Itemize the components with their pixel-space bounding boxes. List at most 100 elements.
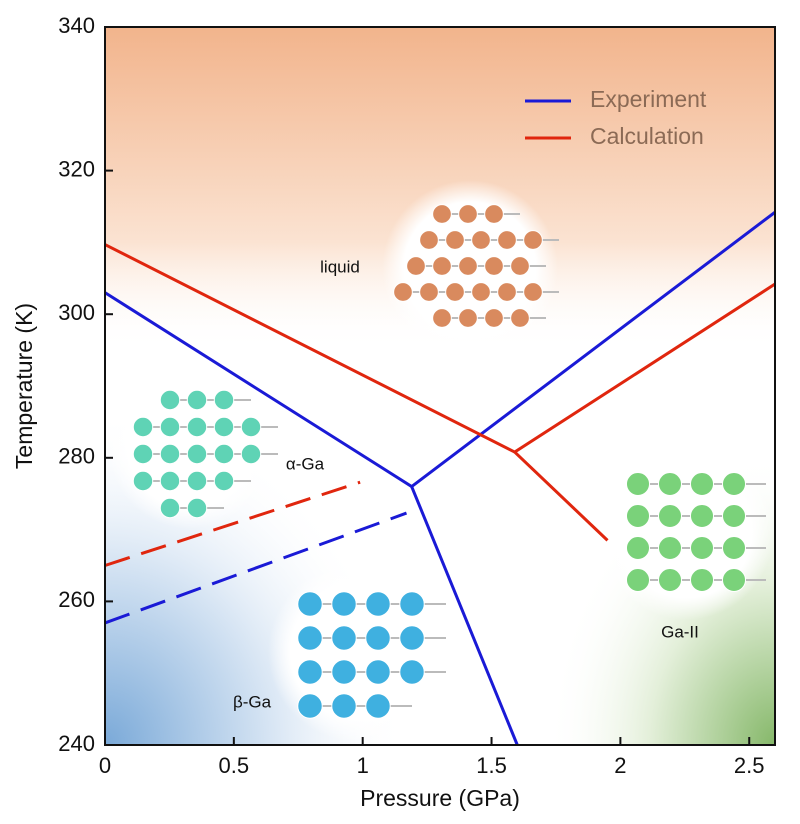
atom xyxy=(297,591,323,617)
atom xyxy=(240,416,262,438)
atom xyxy=(432,204,452,224)
atom xyxy=(721,503,747,529)
crystal-backdrop xyxy=(268,562,448,742)
legend-label: Experiment xyxy=(590,86,707,112)
atom xyxy=(213,443,235,465)
atom xyxy=(689,535,715,561)
x-tick-label: 2.5 xyxy=(734,753,765,778)
atom xyxy=(186,470,208,492)
atom xyxy=(331,591,357,617)
x-tick-label: 0 xyxy=(99,753,111,778)
atom xyxy=(132,470,154,492)
crystal-backdrop xyxy=(598,444,774,620)
crystal-image xyxy=(108,365,278,529)
atom xyxy=(331,659,357,685)
atom xyxy=(213,389,235,411)
atom xyxy=(689,503,715,529)
phase-label: α-Ga xyxy=(286,454,325,473)
atom xyxy=(721,471,747,497)
phase-boundary xyxy=(410,485,519,746)
atom xyxy=(523,282,543,302)
atom xyxy=(365,591,391,617)
atom xyxy=(432,308,452,328)
atom xyxy=(471,230,491,250)
x-axis-title: Pressure (GPa) xyxy=(360,785,520,811)
atom xyxy=(657,471,683,497)
legend-label: Calculation xyxy=(590,123,704,149)
atom xyxy=(625,535,651,561)
x-tick-label: 2 xyxy=(614,753,626,778)
atom xyxy=(458,308,478,328)
plot-background xyxy=(105,27,775,745)
x-tick-label: 0.5 xyxy=(219,753,250,778)
atom xyxy=(523,230,543,250)
atom xyxy=(132,443,154,465)
atom xyxy=(657,535,683,561)
atom xyxy=(297,659,323,685)
atom xyxy=(159,389,181,411)
atom xyxy=(458,256,478,276)
atom xyxy=(186,389,208,411)
phase-boundary xyxy=(104,511,408,625)
atom xyxy=(689,567,715,593)
atom xyxy=(625,567,651,593)
atom xyxy=(159,497,181,519)
x-tick-label: 1.5 xyxy=(476,753,507,778)
atom xyxy=(365,625,391,651)
crystal-image xyxy=(268,562,448,742)
atom xyxy=(721,567,747,593)
phase-boundary xyxy=(104,480,361,567)
atom xyxy=(497,282,517,302)
atom xyxy=(458,204,478,224)
atom xyxy=(419,230,439,250)
atom xyxy=(365,659,391,685)
atom xyxy=(297,625,323,651)
atom xyxy=(484,256,504,276)
y-axis-title: Temperature (K) xyxy=(11,303,37,469)
atom xyxy=(689,471,715,497)
atom xyxy=(445,230,465,250)
atom xyxy=(213,416,235,438)
atom xyxy=(657,503,683,529)
atom xyxy=(399,591,425,617)
atom xyxy=(432,256,452,276)
atom xyxy=(484,204,504,224)
atom xyxy=(484,308,504,328)
phase-label: β-Ga xyxy=(233,692,272,711)
atom xyxy=(445,282,465,302)
atom xyxy=(471,282,491,302)
plot-frame xyxy=(104,26,776,746)
atom xyxy=(186,497,208,519)
atom xyxy=(625,471,651,497)
atom xyxy=(399,659,425,685)
atom xyxy=(297,693,323,719)
atom xyxy=(399,625,425,651)
atom xyxy=(213,470,235,492)
atom xyxy=(497,230,517,250)
y-tick-label: 300 xyxy=(58,300,95,325)
atom xyxy=(186,443,208,465)
atom xyxy=(159,416,181,438)
atom xyxy=(625,503,651,529)
atom xyxy=(510,256,530,276)
y-tick-label: 340 xyxy=(58,13,95,38)
x-tick-label: 1 xyxy=(357,753,369,778)
atom xyxy=(406,256,426,276)
y-tick-label: 240 xyxy=(58,731,95,756)
phase-label: Ga-II xyxy=(661,622,699,641)
atom xyxy=(132,416,154,438)
atom xyxy=(240,443,262,465)
atom xyxy=(159,443,181,465)
atom xyxy=(721,535,747,561)
y-tick-label: 320 xyxy=(58,156,95,181)
crystal-image xyxy=(598,444,774,620)
atom xyxy=(510,308,530,328)
phase-boundary xyxy=(513,450,609,542)
atom xyxy=(331,693,357,719)
y-tick-label: 260 xyxy=(58,587,95,612)
atom xyxy=(331,625,357,651)
atom xyxy=(393,282,413,302)
atom xyxy=(419,282,439,302)
